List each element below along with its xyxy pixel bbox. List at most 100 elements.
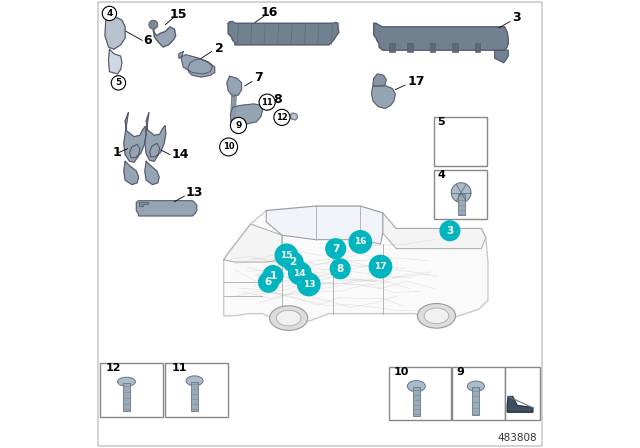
Ellipse shape [186,376,203,386]
Circle shape [230,117,246,134]
Polygon shape [371,86,396,108]
Polygon shape [223,224,282,262]
Circle shape [259,94,275,110]
Circle shape [102,6,116,21]
Text: 8: 8 [337,264,344,274]
Bar [458,194,465,215]
Bar [389,43,395,52]
Text: 483808: 483808 [498,433,538,443]
Bar [474,43,480,52]
Bar [123,383,130,411]
Text: 5: 5 [437,117,445,127]
Text: 17: 17 [374,262,387,271]
Ellipse shape [118,377,136,386]
Polygon shape [495,50,508,63]
Bar [191,382,198,411]
Text: 3: 3 [446,226,454,236]
Text: 14: 14 [294,269,306,278]
Circle shape [220,138,237,156]
Polygon shape [266,206,383,244]
Circle shape [349,231,371,253]
Circle shape [284,252,303,272]
Circle shape [330,259,350,279]
Text: 16: 16 [261,6,278,19]
Text: 2: 2 [214,42,223,55]
Ellipse shape [424,308,449,323]
Bar [100,363,163,417]
Polygon shape [373,74,387,86]
Polygon shape [145,161,159,185]
Bar [430,43,435,52]
Bar [165,363,228,417]
Bar [504,367,540,420]
Polygon shape [374,23,508,50]
Ellipse shape [417,304,456,328]
Ellipse shape [276,310,301,326]
Circle shape [274,109,290,125]
Circle shape [111,76,125,90]
Text: 9: 9 [456,367,464,377]
Polygon shape [145,113,166,161]
Ellipse shape [269,306,308,331]
Text: 6: 6 [265,277,272,287]
Bar [413,387,420,416]
Text: 5: 5 [115,78,122,87]
Circle shape [451,183,471,202]
Circle shape [289,262,311,284]
Bar [435,170,487,219]
Bar [389,367,451,420]
Polygon shape [445,125,463,147]
Text: 3: 3 [512,11,520,25]
Text: 4: 4 [437,170,445,180]
Polygon shape [508,396,532,412]
Text: 4: 4 [106,9,113,18]
Text: 11: 11 [172,363,187,373]
Ellipse shape [407,381,425,392]
Text: 13: 13 [303,280,315,289]
Polygon shape [124,161,138,185]
Circle shape [298,273,320,296]
Text: 11: 11 [261,98,273,107]
Text: 14: 14 [172,148,189,161]
Text: 1: 1 [269,271,276,280]
Text: 15: 15 [280,251,292,260]
Polygon shape [124,113,146,162]
Circle shape [275,244,298,267]
Text: 15: 15 [170,8,188,21]
Text: 7: 7 [253,71,262,85]
Text: 16: 16 [354,237,367,246]
Polygon shape [179,52,214,77]
Polygon shape [230,104,262,125]
Text: 1: 1 [113,146,122,159]
Text: 13: 13 [186,186,203,199]
Polygon shape [136,201,196,216]
Polygon shape [109,49,122,74]
Text: 12: 12 [276,113,288,122]
Text: 10: 10 [223,142,234,151]
Circle shape [149,20,158,29]
Text: 9: 9 [236,121,242,130]
Polygon shape [228,22,339,45]
Text: 12: 12 [106,363,122,373]
Circle shape [440,221,460,241]
Text: 7: 7 [332,244,339,254]
Text: 10: 10 [394,367,410,377]
Polygon shape [223,206,488,323]
Text: 17: 17 [407,75,425,88]
Polygon shape [154,25,176,47]
Bar [407,43,413,52]
Bar [452,43,458,52]
Text: 8: 8 [273,93,282,106]
Text: 6: 6 [143,34,152,47]
Polygon shape [138,202,147,206]
Circle shape [326,239,346,258]
Polygon shape [227,76,241,96]
Polygon shape [105,17,125,49]
Text: 2: 2 [289,257,297,267]
Polygon shape [383,213,486,249]
Ellipse shape [467,381,484,392]
Circle shape [369,255,392,278]
Circle shape [259,272,278,292]
Bar [452,367,505,420]
Circle shape [263,266,283,285]
